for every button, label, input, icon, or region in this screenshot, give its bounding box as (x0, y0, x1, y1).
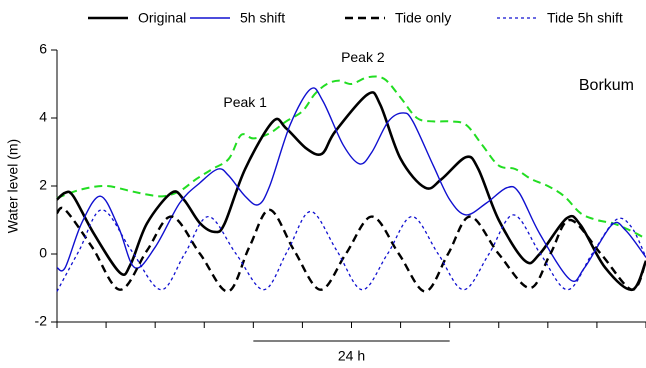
series-line (56, 209, 646, 292)
legend-label: Original (138, 10, 186, 26)
series-line (56, 75, 646, 240)
y-tick-label: 2 (39, 177, 47, 193)
legend-label: 5h shift (240, 10, 285, 26)
annotation: Peak 2 (341, 49, 385, 65)
legend-label: Tide only (395, 10, 451, 26)
annotation: Peak 1 (223, 94, 267, 110)
annotation: Borkum (579, 77, 634, 94)
series-line (56, 87, 646, 282)
y-tick-label: 6 (39, 41, 47, 57)
legend-label: Tide 5h shift (547, 10, 623, 26)
y-tick-label: -2 (35, 313, 48, 329)
series-line (56, 206, 646, 293)
y-tick-label: 0 (39, 245, 47, 261)
y-tick-label: 4 (39, 109, 47, 125)
span-label: 24 h (338, 348, 365, 364)
y-axis-label: Water level (m) (5, 139, 21, 233)
